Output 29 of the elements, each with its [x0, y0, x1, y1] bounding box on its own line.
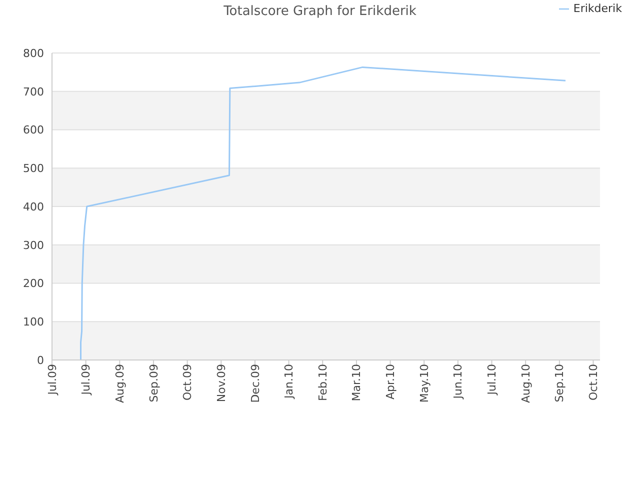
x-tick-label: Oct.09 — [181, 364, 194, 401]
x-tick-label: Aug.10 — [519, 364, 532, 403]
x-tick-label: Oct.10 — [587, 364, 600, 401]
x-tick-label: Jul.09 — [80, 364, 93, 396]
chart-title: Totalscore Graph for Erikderik — [224, 4, 416, 19]
y-tick-label: 500 — [23, 162, 44, 176]
x-tick-label: May.10 — [418, 364, 431, 403]
y-tick-label: 700 — [23, 85, 44, 98]
y-tick-label: 400 — [23, 200, 44, 214]
x-tick-label: Mar.10 — [350, 364, 364, 402]
y-tick-label: 600 — [23, 124, 44, 137]
x-tick-label: Sep.10 — [553, 364, 566, 402]
x-tick-label: Aug.09 — [113, 364, 126, 403]
x-tick-label: Apr.10 — [384, 364, 398, 400]
x-tick-label: Jul.10 — [486, 364, 499, 396]
x-tick-label: Sep.09 — [147, 364, 160, 402]
y-tick-label: 300 — [23, 238, 44, 252]
x-tick-label: Nov.09 — [214, 364, 228, 402]
line-series — [80, 66, 566, 360]
x-tick-label: Feb.10 — [316, 364, 330, 401]
y-tick-label: 200 — [23, 277, 44, 290]
y-tick-label: 100 — [23, 316, 44, 329]
x-tick-label: Jul.09 — [46, 364, 59, 396]
y-tick-label: 0 — [37, 354, 44, 367]
y-tick-label: 800 — [23, 46, 44, 60]
x-tick-label: Jun.10 — [452, 364, 465, 400]
x-tick-label: Jan.10 — [282, 364, 296, 400]
legend-label: Erikderik — [573, 2, 622, 15]
x-tick-label: Dec.09 — [248, 364, 262, 403]
